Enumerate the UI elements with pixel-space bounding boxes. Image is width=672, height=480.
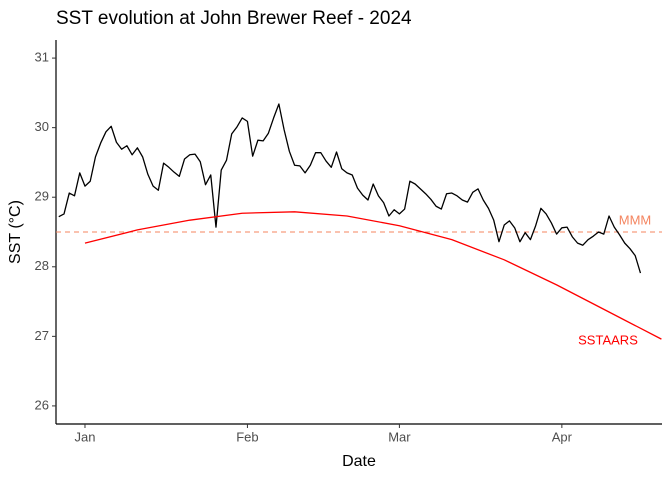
series-line (58, 103, 642, 274)
y-tick-label: 29 (35, 189, 49, 204)
y-axis-title: SST (°C) (7, 200, 24, 264)
y-tick-label: 27 (35, 328, 49, 343)
y-tick-label: 28 (35, 258, 49, 273)
reference-label: MMM (619, 212, 652, 227)
series-label: SSTAARS (578, 332, 638, 347)
x-tick-label: Jan (74, 429, 95, 444)
x-tick-label: Apr (552, 429, 573, 444)
x-tick-label: Feb (236, 429, 258, 444)
y-tick-label: 30 (35, 119, 49, 134)
y-tick-label: 31 (35, 50, 49, 65)
series-line (84, 211, 662, 340)
chart-title: SST evolution at John Brewer Reef - 2024 (56, 8, 412, 29)
x-axis-title: Date (342, 453, 376, 470)
y-tick-label: 26 (35, 397, 49, 412)
x-tick-label: Mar (388, 429, 411, 444)
